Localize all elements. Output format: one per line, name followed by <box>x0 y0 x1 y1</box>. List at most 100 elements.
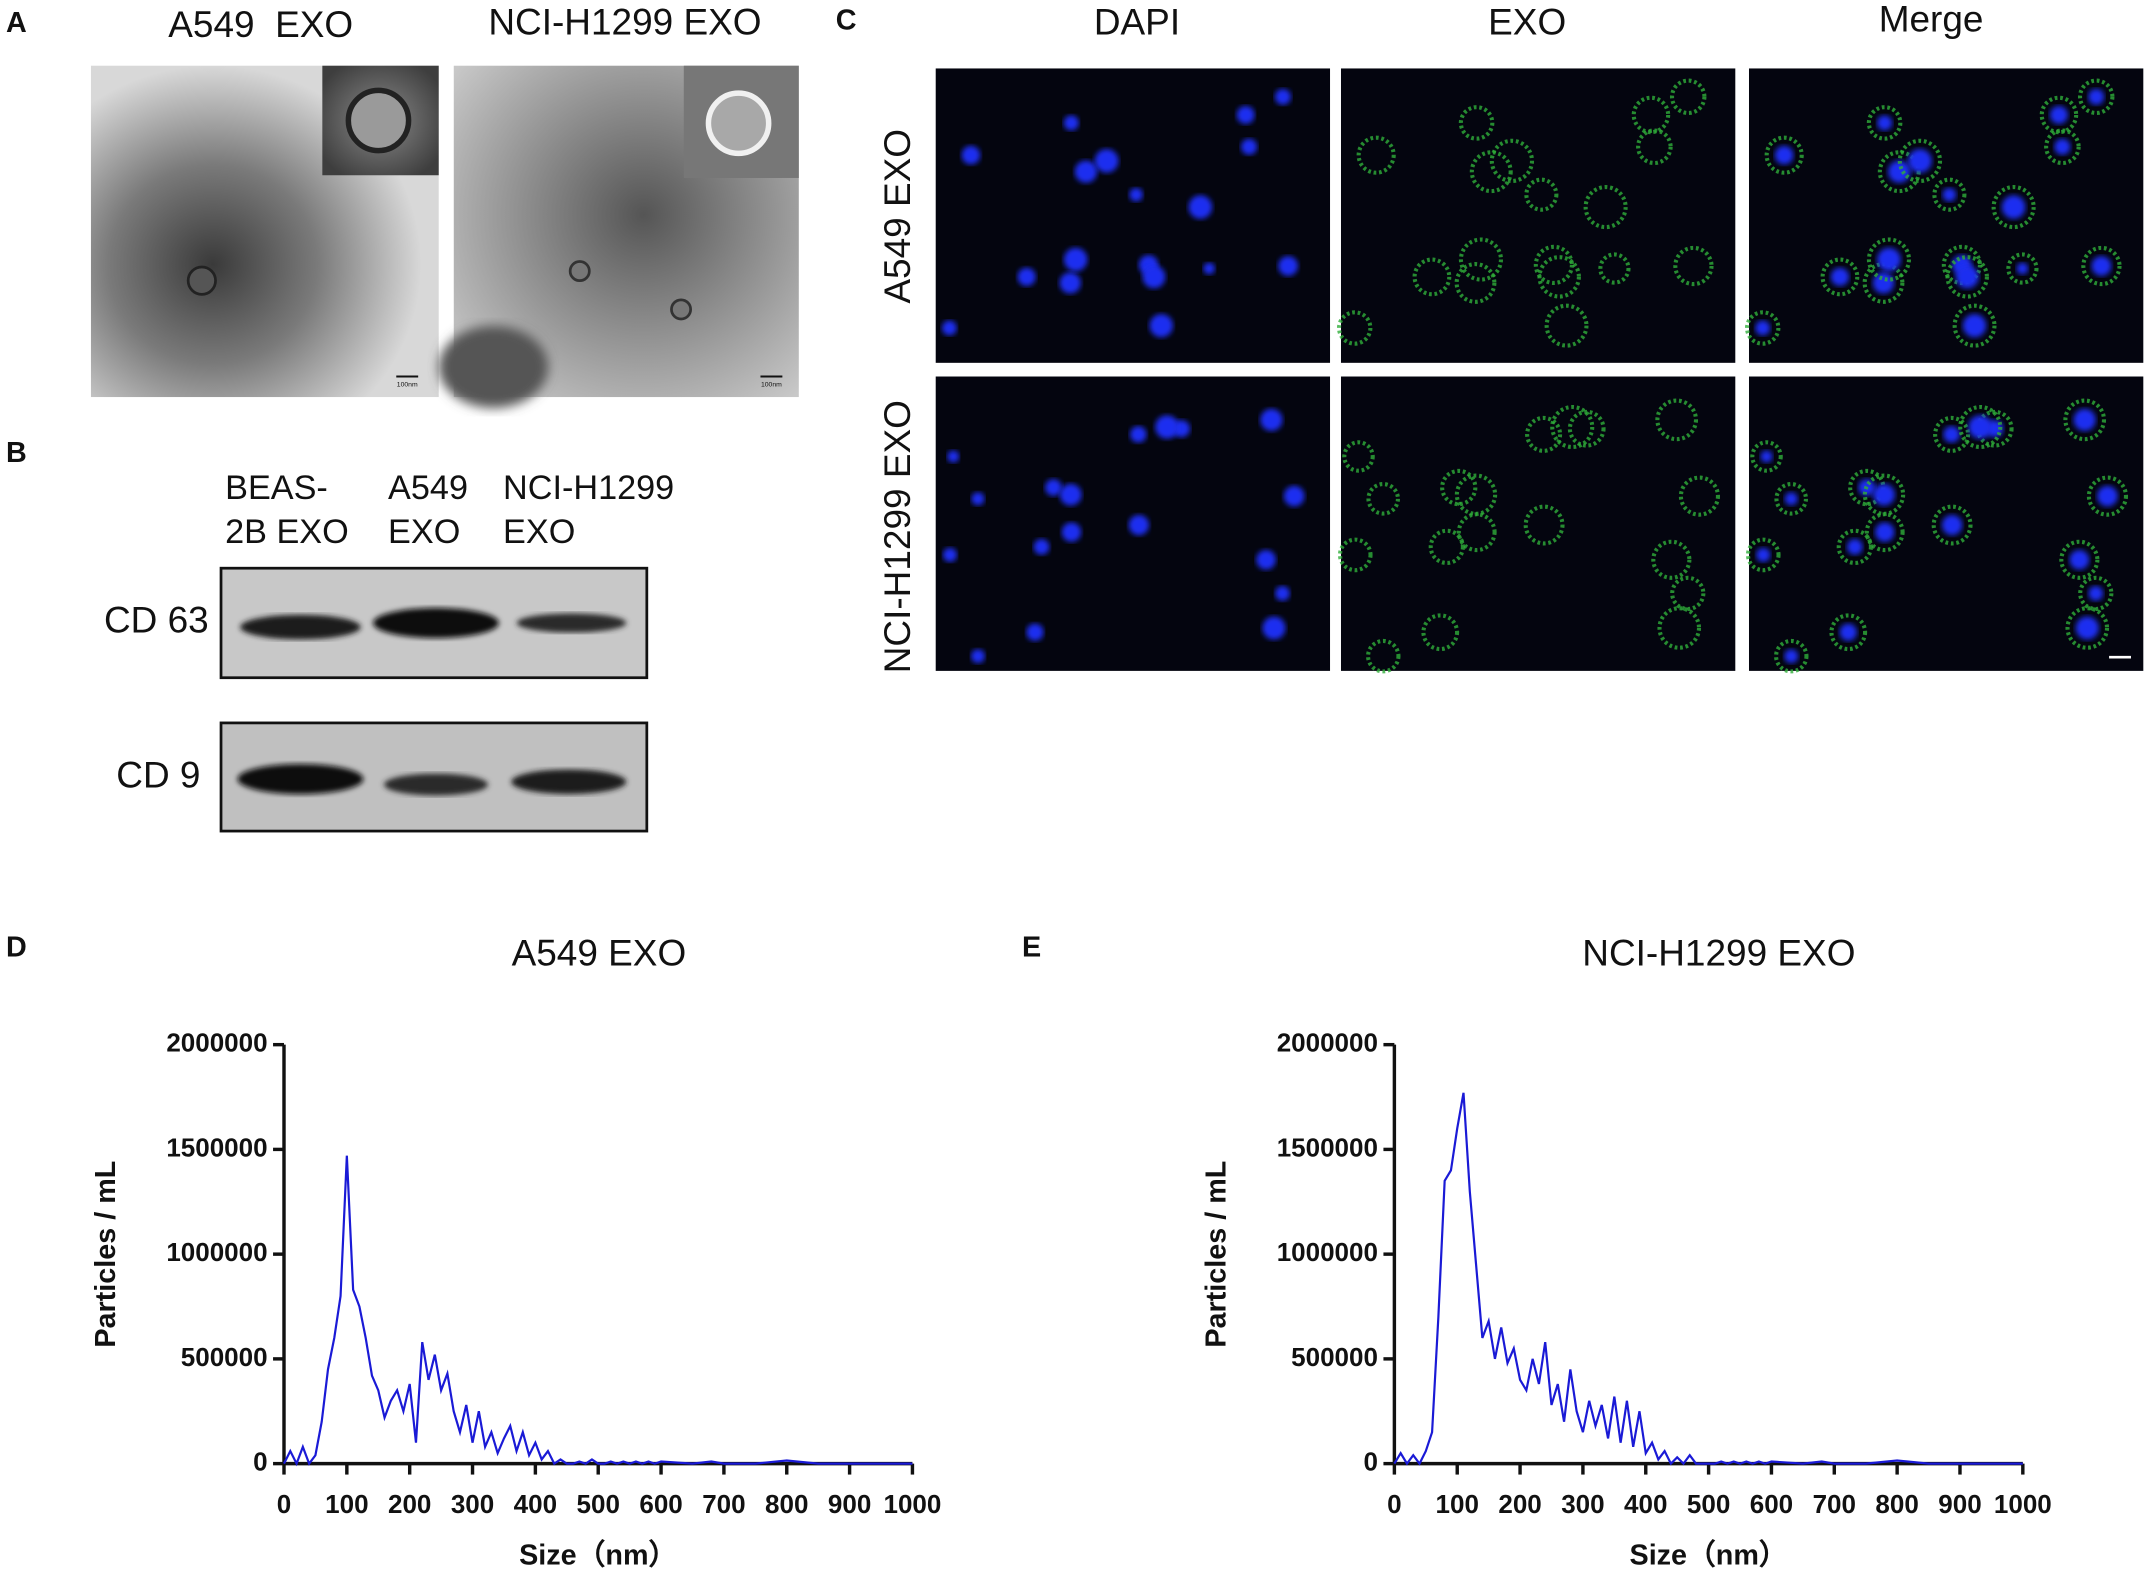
y-tick-label: 1500000 <box>1277 1132 1378 1162</box>
lane-label: EXO <box>388 513 460 551</box>
nucleus <box>2069 549 2090 570</box>
exo-signal <box>1567 409 1606 448</box>
x-tick-label: 100 <box>1436 1489 1479 1519</box>
nucleus <box>1784 492 1798 506</box>
chart-title: A549 EXO <box>512 932 687 973</box>
exo-signal <box>1336 310 1373 346</box>
exo-signal <box>1655 398 1699 442</box>
y-axis-label: Particles / mL <box>1200 1161 1232 1348</box>
nucleus <box>1026 623 1044 641</box>
micrograph <box>1748 68 2144 363</box>
x-tick-label: 1000 <box>884 1489 942 1519</box>
lane-label: BEAS- <box>225 469 328 507</box>
nucleus <box>1017 267 1036 287</box>
y-tick-label: 0 <box>1363 1446 1377 1476</box>
nucleus <box>1059 483 1082 506</box>
x-tick-label: 0 <box>277 1489 291 1519</box>
column-header: Merge <box>1879 0 1984 40</box>
blot-row-label: CD 63 <box>104 600 209 641</box>
nucleus <box>1241 138 1258 155</box>
nucleus <box>1760 450 1773 463</box>
x-tick-label: 500 <box>577 1489 620 1519</box>
nucleus <box>1968 415 1993 439</box>
exo-signal <box>1598 252 1631 285</box>
nucleus <box>1203 262 1216 275</box>
nucleus <box>1260 408 1283 431</box>
y-tick-label: 1000000 <box>166 1237 267 1267</box>
y-tick-label: 2000000 <box>1277 1028 1378 1058</box>
exo-signal <box>1836 528 1873 566</box>
nucleus <box>1149 313 1173 338</box>
exo-signal <box>1583 185 1628 230</box>
exo-signal <box>1952 303 1997 348</box>
nucleus <box>1955 265 1979 289</box>
exo-signal <box>2086 475 2129 517</box>
exo-signal <box>1744 310 1781 346</box>
tem-image: 100nm <box>90 65 439 398</box>
exo-signal <box>1524 177 1559 212</box>
nucleus <box>1877 247 1901 272</box>
nucleus <box>971 649 985 664</box>
nucleus <box>961 145 981 165</box>
western-blot <box>219 566 649 833</box>
exo-signal <box>1421 613 1460 652</box>
exo-signal <box>2039 95 2079 135</box>
exo-signal <box>1525 415 1563 453</box>
data-line <box>283 1155 913 1467</box>
column-header: DAPI <box>1094 1 1180 42</box>
panel-letter: A <box>6 7 27 39</box>
nucleus <box>2097 485 2118 507</box>
data-line <box>1393 1092 2023 1466</box>
exo-signal <box>1533 244 1574 286</box>
nucleus <box>1188 195 1213 219</box>
lane-label: A549 <box>388 469 468 507</box>
nucleus <box>2016 262 2029 275</box>
x-tick-label: 300 <box>451 1489 494 1519</box>
nucleus <box>1943 426 1960 443</box>
x-tick-label: 800 <box>765 1489 808 1519</box>
x-tick-label: 400 <box>514 1489 557 1519</box>
row-header: NCI-H1299 EXO <box>877 400 918 673</box>
exo-signal <box>2044 128 2081 166</box>
exo-signal <box>1866 105 1903 141</box>
exo-signal <box>1932 177 1967 212</box>
exo-signal <box>1366 482 1400 516</box>
exo-signal <box>1458 237 1504 282</box>
nucleus <box>1236 105 1255 124</box>
lane-label: 2B EXO <box>225 513 349 551</box>
nucleus <box>1872 272 1895 294</box>
x-tick-label: 600 <box>639 1489 682 1519</box>
nucleus <box>1908 148 1932 173</box>
fluorescence-grid <box>935 68 2144 674</box>
x-tick-label: 300 <box>1561 1489 1604 1519</box>
exo-signal <box>1975 409 2014 448</box>
nucleus <box>1063 115 1079 131</box>
nucleus <box>971 492 985 506</box>
panel-letter: C <box>836 5 857 37</box>
nucleus <box>2088 88 2105 105</box>
nucleus <box>1262 616 1286 640</box>
y-tick-label: 1500000 <box>166 1132 267 1162</box>
nucleus <box>2075 616 2099 640</box>
nucleus <box>1061 522 1082 542</box>
panel-letter: E <box>1022 931 1041 963</box>
exo-signal <box>1829 613 1868 652</box>
micrograph <box>1340 376 1736 671</box>
exo-signal <box>1750 440 1783 473</box>
nucleus <box>1129 187 1143 202</box>
x-axis-label: Size（nm） <box>1630 1538 1788 1571</box>
micrograph <box>1340 68 1736 363</box>
nucleus <box>1283 485 1305 507</box>
nucleus <box>1875 522 1895 542</box>
x-tick-label: 100 <box>325 1489 368 1519</box>
lane-label: EXO <box>503 513 575 551</box>
exo-signal <box>1440 468 1478 507</box>
nucleus <box>1755 320 1771 336</box>
lane-label: NCI-H1299 <box>503 469 674 507</box>
exo-signal <box>1523 504 1565 546</box>
x-tick-label: 900 <box>828 1489 871 1519</box>
panel-letter: D <box>6 931 27 963</box>
exo-signal <box>1337 537 1373 573</box>
exo-signal <box>1774 638 1809 674</box>
